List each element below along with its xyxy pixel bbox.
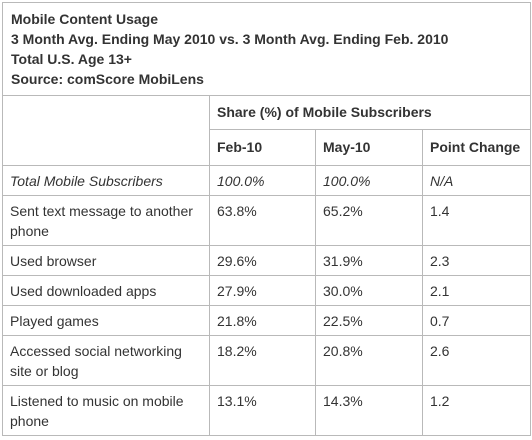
may-value: 65.2% bbox=[315, 195, 423, 246]
table-row: Total Mobile Subscribers 100.0% 100.0% N… bbox=[2, 165, 532, 196]
change-value: 2.6 bbox=[421, 335, 532, 386]
may-value: 14.3% bbox=[315, 385, 423, 436]
may-value: 20.8% bbox=[315, 335, 423, 386]
row-label: Played games bbox=[2, 305, 210, 336]
may-value: 31.9% bbox=[315, 245, 423, 276]
column-header-point-change: Point Change bbox=[421, 129, 532, 166]
table-title-cell: Mobile Content Usage 3 Month Avg. Ending… bbox=[1, 2, 532, 96]
feb-value: 18.2% bbox=[209, 335, 316, 386]
change-value: 2.3 bbox=[421, 245, 532, 276]
feb-value: 29.6% bbox=[209, 245, 316, 276]
feb-value: 63.8% bbox=[209, 195, 316, 246]
feb-value: 27.9% bbox=[209, 275, 316, 306]
feb-value: 100.0% bbox=[209, 165, 316, 196]
table-row: Accessed social networking site or blog … bbox=[2, 335, 532, 386]
table-row: Sent text message to another phone 63.8%… bbox=[2, 195, 532, 246]
table-row: Played games 21.8% 22.5% 0.7 bbox=[2, 305, 532, 336]
share-group-header: Share (%) of Mobile Subscribers bbox=[208, 95, 532, 130]
table-subtitle: 3 Month Avg. Ending May 2010 vs. 3 Month… bbox=[11, 31, 449, 47]
column-header-row: Feb-10 May-10 Point Change bbox=[3, 129, 532, 166]
row-label: Used downloaded apps bbox=[2, 275, 210, 306]
row-label: Sent text message to another phone bbox=[2, 195, 210, 246]
table-audience: Total U.S. Age 13+ bbox=[11, 51, 132, 67]
title-row: Mobile Content Usage 3 Month Avg. Ending… bbox=[1, 2, 532, 96]
may-value: 22.5% bbox=[315, 305, 423, 336]
row-label: Listened to music on mobile phone bbox=[2, 385, 210, 436]
change-value: 0.7 bbox=[421, 305, 532, 336]
empty-corner-cell bbox=[2, 95, 210, 166]
feb-value: 13.1% bbox=[209, 385, 316, 436]
table-row: Listened to music on mobile phone 13.1% … bbox=[2, 385, 532, 436]
table-row: Used downloaded apps 27.9% 30.0% 2.1 bbox=[2, 275, 532, 306]
may-value: 30.0% bbox=[315, 275, 423, 306]
may-value: 100.0% bbox=[315, 165, 423, 196]
table-title: Mobile Content Usage bbox=[11, 11, 159, 27]
row-label: Used browser bbox=[2, 245, 210, 276]
feb-value: 21.8% bbox=[209, 305, 316, 336]
row-label: Total Mobile Subscribers bbox=[2, 165, 210, 196]
change-value: 1.2 bbox=[421, 385, 532, 436]
change-value: N/A bbox=[421, 165, 532, 196]
group-header-row: Share (%) of Mobile Subscribers bbox=[2, 95, 532, 166]
column-header-may: May-10 bbox=[315, 129, 423, 166]
change-value: 1.4 bbox=[421, 195, 532, 246]
column-header-feb: Feb-10 bbox=[209, 129, 316, 166]
table-row: Used browser 29.6% 31.9% 2.3 bbox=[2, 245, 532, 276]
table-source: Source: comScore MobiLens bbox=[11, 71, 204, 87]
row-label: Accessed social networking site or blog bbox=[2, 335, 210, 386]
change-value: 2.1 bbox=[421, 275, 532, 306]
